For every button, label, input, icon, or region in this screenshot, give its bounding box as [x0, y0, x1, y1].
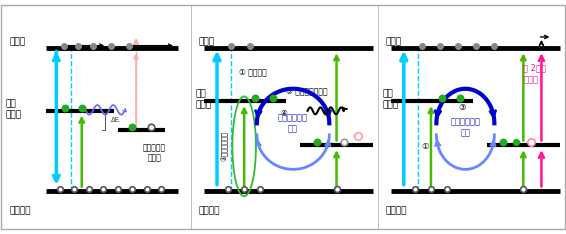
Point [227, 44, 236, 48]
Point [354, 134, 363, 138]
Point [146, 125, 155, 129]
Text: 中間
バンド: 中間 バンド [6, 99, 22, 119]
Point [435, 44, 444, 48]
Point [224, 187, 233, 190]
Point [332, 187, 341, 190]
Point [55, 187, 65, 190]
Text: 伝導帯: 伝導帯 [199, 37, 215, 47]
Point [239, 187, 248, 190]
Point [490, 44, 499, 48]
Point [426, 187, 435, 190]
Text: ΔE: ΔE [111, 117, 120, 123]
Text: 中間
バンド: 中間 バンド [382, 89, 398, 109]
Text: ① 電子緩和: ① 電子緩和 [239, 68, 267, 77]
Point [99, 187, 108, 190]
Point [74, 44, 83, 48]
Point [59, 44, 68, 48]
Point [61, 106, 70, 110]
Text: ⒩ 2段階
光吸収: ⒩ 2段階 光吸収 [524, 64, 546, 84]
Text: 中間
バンド: 中間 バンド [195, 89, 211, 109]
Point [88, 44, 97, 48]
Point [251, 96, 260, 100]
Point [106, 44, 115, 48]
Point [410, 187, 419, 190]
Point [519, 187, 528, 190]
Point [84, 187, 93, 190]
Point [157, 187, 166, 190]
Text: 価電子帯: 価電子帯 [9, 207, 31, 216]
Point [438, 96, 447, 100]
Point [269, 96, 278, 100]
Point [128, 187, 137, 190]
Point [143, 187, 152, 190]
Text: ラチェット
バンド: ラチェット バンド [143, 143, 166, 163]
Text: ④: ④ [281, 109, 288, 118]
Point [417, 44, 426, 48]
Point [456, 96, 465, 100]
Point [526, 141, 535, 144]
Text: エネルギ移動
機構: エネルギ移動 機構 [451, 117, 481, 137]
Text: ⑤ 温度消光・消光: ⑤ 温度消光・消光 [286, 87, 328, 96]
Point [256, 187, 265, 190]
Point [128, 125, 137, 129]
Text: 価電子帯: 価電子帯 [199, 207, 220, 216]
Text: 伝導帯: 伝導帯 [385, 37, 402, 47]
Point [312, 141, 321, 144]
Text: 伝導帯: 伝導帯 [9, 37, 25, 47]
Text: ③の励起子生成: ③の励起子生成 [221, 131, 229, 161]
Text: エネルギ移動
機構: エネルギ移動 機構 [278, 113, 308, 133]
Point [453, 44, 462, 48]
Point [125, 44, 134, 48]
Point [499, 141, 508, 144]
Point [512, 141, 521, 144]
Text: ①: ① [422, 142, 429, 151]
Point [339, 141, 348, 144]
Point [471, 44, 481, 48]
Text: ③: ③ [458, 103, 465, 113]
Point [113, 187, 122, 190]
Point [77, 106, 86, 110]
Point [70, 187, 79, 190]
Point [443, 187, 452, 190]
Point [245, 44, 254, 48]
Text: 価電子帯: 価電子帯 [385, 207, 407, 216]
